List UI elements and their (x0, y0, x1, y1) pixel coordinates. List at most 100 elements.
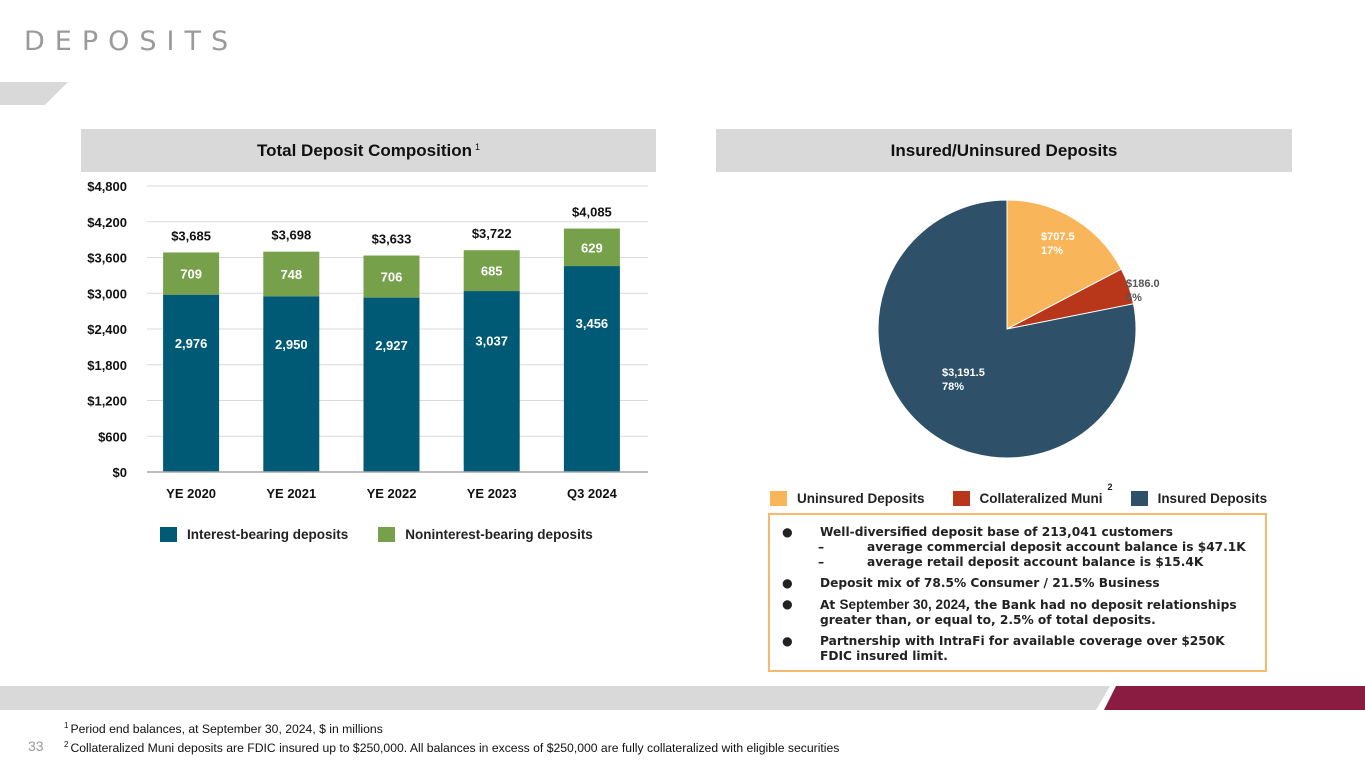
bar-value-label: 2,950 (275, 337, 308, 352)
dash-icon: – (818, 555, 825, 569)
highlight-bullet: ● Well-diversified deposit base of 213,0… (782, 525, 1253, 540)
legend-swatch-interest-bearing (160, 527, 177, 542)
legend-swatch-insured (1130, 491, 1148, 506)
x-tick-label: YE 2020 (166, 486, 216, 501)
footer-accent-bar (0, 686, 1365, 710)
bullet-icon: ● (782, 597, 793, 611)
sub-bullet-text: average retail deposit account balance i… (867, 555, 1204, 569)
footnotes: 1 Period end balances, at September 30, 2… (64, 718, 839, 756)
title-accent-bar (0, 82, 68, 105)
bullet-text: Partnership with IntraFi for available c… (820, 634, 1225, 663)
pie-chart-legend: Uninsured Deposits Collateralized Muni 2… (770, 482, 1295, 506)
bullet-icon: ● (782, 576, 793, 590)
page-number: 33 (28, 738, 44, 754)
y-tick-label: $3,000 (87, 286, 127, 301)
highlight-sub-bullet: – average retail deposit account balance… (782, 555, 1253, 570)
x-tick-label: Q3 2024 (567, 486, 618, 501)
footnote-text: Period end balances, at September 30, 20… (70, 722, 383, 737)
bar-value-label: 2,927 (375, 338, 408, 353)
bullet-text-part: At (820, 598, 840, 612)
bar-value-label: 706 (381, 270, 403, 285)
highlight-sub-bullet: – average commercial deposit account bal… (782, 540, 1253, 555)
bar-noninterest-bearing (463, 250, 520, 292)
y-tick-label: $1,200 (87, 394, 127, 409)
bar-total-label: $3,722 (472, 226, 512, 241)
bar-total-label: $3,633 (372, 232, 412, 247)
y-tick-label: $3,600 (87, 251, 127, 266)
footnote-ref-1: 1 (475, 141, 481, 152)
pie-slice-uninsured-deposits (1006, 199, 1122, 330)
insured-uninsured-pie-chart: $707.5 17% $186.0 5% $3,191.5 78% (877, 199, 1160, 459)
footnote-ref-2: 2 (1107, 482, 1113, 492)
y-tick-label: $0 (113, 465, 127, 480)
legend-item-collateralized-muni: Collateralized Muni 2 (952, 482, 1113, 506)
y-tick-label: $2,400 (87, 322, 127, 337)
y-tick-label: $4,200 (87, 215, 127, 230)
pie-chart-title: Insured/Uninsured Deposits (890, 140, 1118, 160)
footnote-2: 2 Collateralized Muni deposits are FDIC i… (64, 737, 839, 756)
bullet-text: Well-diversified deposit base of 213,041… (820, 525, 1174, 539)
pie-percent-label: 5% (1126, 292, 1142, 304)
deposit-highlights-box: ● Well-diversified deposit base of 213,0… (768, 513, 1267, 672)
bar-value-label: 709 (180, 267, 202, 282)
x-tick-label: YE 2021 (266, 486, 316, 501)
pie-percent-label: 78% (942, 381, 964, 393)
footnote-1: 1 Period end balances, at September 30, 2… (64, 718, 839, 737)
pie-chart-header: Insured/Uninsured Deposits (716, 129, 1292, 172)
pie-value-label: $3,191.5 (942, 367, 985, 379)
bullet-text-part: , the Bank had no deposit relationships … (820, 598, 1237, 627)
bar-value-label: 629 (581, 240, 603, 255)
bar-interest-bearing (563, 266, 620, 472)
pie-value-label: $186.0 (1126, 278, 1160, 290)
legend-item-interest-bearing: Interest-bearing deposits (160, 527, 348, 542)
y-tick-label: $600 (98, 429, 127, 444)
bar-chart-header: Total Deposit Composition 1 (81, 129, 656, 172)
bar-chart-title: Total Deposit Composition (256, 140, 472, 160)
bar-noninterest-bearing (363, 255, 420, 298)
bullet-text: At September 30, 2024, the Bank had no d… (820, 597, 1253, 628)
footnote-marker: 1 (64, 721, 69, 730)
sub-bullet-text: average commercial deposit account balan… (867, 540, 1246, 554)
y-tick-label: $1,800 (87, 358, 127, 373)
bar-interest-bearing (163, 294, 220, 472)
legend-label: Collateralized Muni (979, 491, 1103, 506)
pie-percent-label: 17% (1041, 245, 1063, 257)
legend-swatch-noninterest-bearing (378, 527, 396, 542)
bar-value-label: 685 (481, 264, 503, 279)
legend-label: Uninsured Deposits (797, 491, 925, 506)
dash-icon: – (818, 540, 825, 554)
bar-chart-legend: Interest-bearing deposits Noninterest-be… (160, 527, 623, 542)
highlight-bullet: ● At September 30, 2024, the Bank had no… (782, 597, 1253, 628)
bar-interest-bearing (463, 291, 520, 472)
legend-swatch-uninsured (770, 491, 787, 506)
x-tick-label: YE 2023 (467, 486, 517, 501)
bullet-date: September 30, 2024 (839, 597, 966, 612)
legend-label: Interest-bearing deposits (187, 527, 349, 542)
legend-item-uninsured: Uninsured Deposits (770, 491, 925, 506)
highlight-bullet: ● Partnership with IntraFi for available… (782, 634, 1253, 664)
bar-interest-bearing (263, 296, 320, 472)
bar-value-label: 3,456 (576, 316, 609, 331)
legend-item-noninterest-bearing: Noninterest-bearing deposits (378, 527, 593, 542)
bullet-icon: ● (782, 525, 793, 539)
bar-value-label: 748 (280, 267, 302, 282)
bar-value-label: 3,037 (475, 333, 508, 348)
legend-label: Noninterest-bearing deposits (405, 527, 593, 542)
page-title: DEPOSITS (24, 26, 239, 57)
bar-noninterest-bearing (563, 228, 620, 267)
bar-noninterest-bearing (163, 252, 220, 295)
bar-noninterest-bearing (263, 251, 320, 297)
pie-slice-insured-deposits (877, 199, 1137, 459)
bullet-text: Deposit mix of 78.5% Consumer / 21.5% Bu… (820, 576, 1160, 590)
legend-item-insured: Insured Deposits (1130, 491, 1267, 506)
bar-interest-bearing (363, 297, 420, 472)
bar-total-label: $3,685 (171, 228, 211, 243)
footnote-marker: 2 (64, 740, 69, 750)
legend-swatch-collateralized-muni (952, 491, 970, 506)
bar-value-label: 2,976 (175, 336, 208, 351)
bar-total-label: $3,698 (271, 228, 311, 243)
pie-value-label: $707.5 (1041, 231, 1075, 243)
x-tick-label: YE 2022 (367, 486, 417, 501)
highlight-bullet: ● Deposit mix of 78.5% Consumer / 21.5% … (782, 576, 1253, 591)
bar-total-label: $4,085 (572, 205, 612, 220)
